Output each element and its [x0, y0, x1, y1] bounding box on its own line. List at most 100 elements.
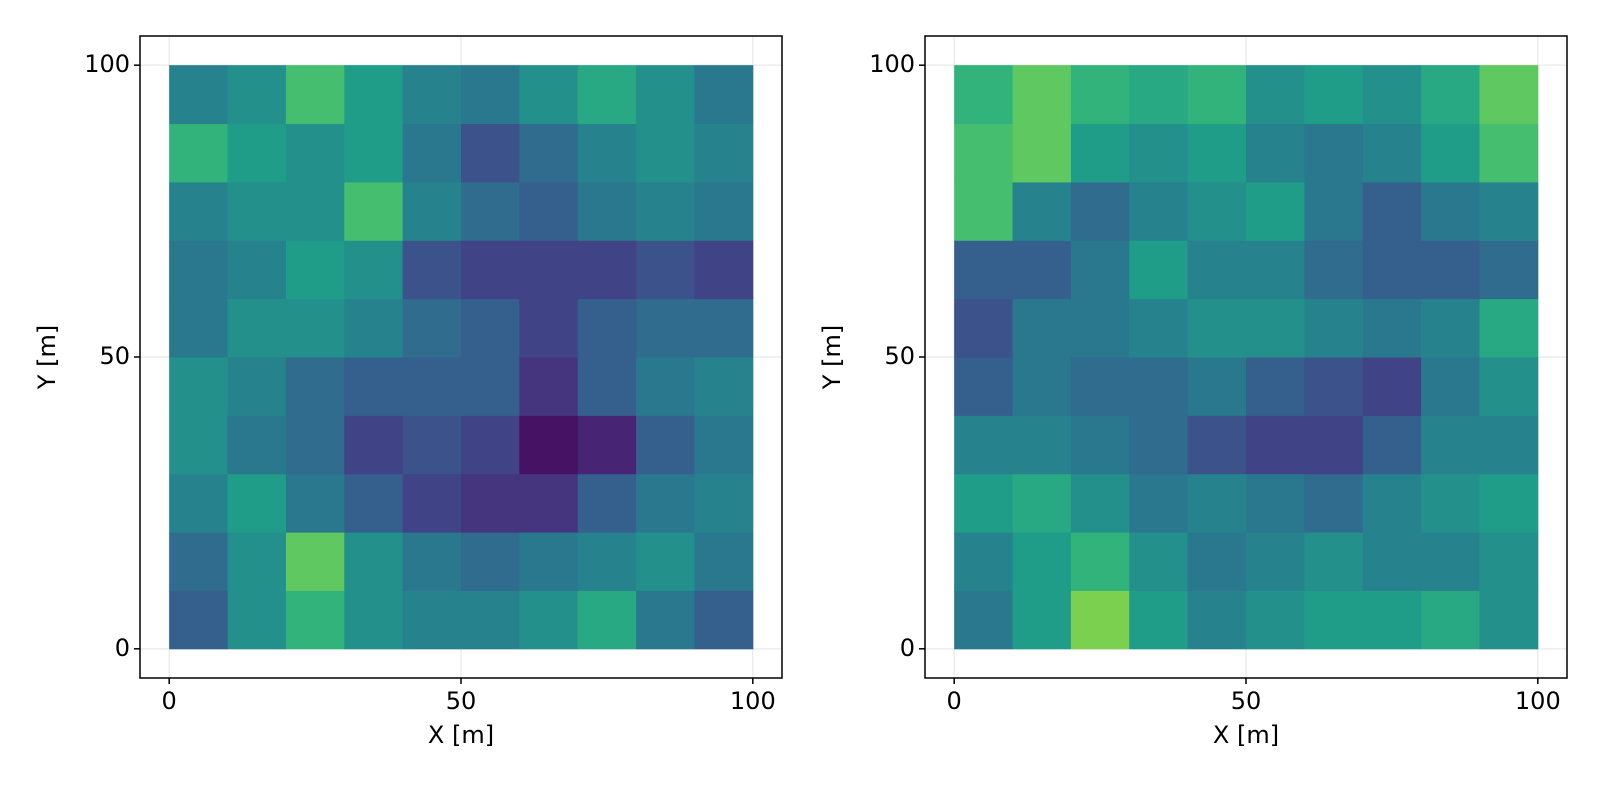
heatmap-cell — [1421, 298, 1480, 358]
heatmap-cell — [1362, 240, 1422, 300]
heatmap-cell — [1362, 181, 1422, 241]
heatmap-cell — [694, 181, 754, 241]
heatmap-cell — [1070, 590, 1130, 650]
y-tick-label: 50 — [99, 342, 130, 370]
heatmap-cell — [1421, 590, 1480, 650]
heatmap-cell — [227, 298, 287, 358]
heatmap-cell — [1070, 240, 1130, 300]
heatmap-cell — [694, 357, 754, 416]
heatmap-cell — [1421, 415, 1480, 475]
heatmap-cell — [344, 357, 404, 416]
heatmap-cell — [1421, 473, 1480, 533]
heatmap-cell — [1187, 357, 1247, 416]
heatmap-cell — [285, 298, 345, 358]
heatmap-cell — [461, 181, 520, 241]
heatmap-cell — [1421, 123, 1480, 183]
heatmap-cell — [1362, 298, 1422, 358]
heatmap-cell — [227, 357, 287, 416]
heatmap-cell — [285, 415, 345, 475]
heatmap-cell — [1362, 415, 1422, 475]
heatmap-cell — [1304, 65, 1364, 125]
heatmap-cell — [1187, 532, 1247, 591]
heatmap-cell — [694, 473, 754, 533]
heatmap-cell — [169, 298, 229, 358]
heatmap-cell — [1304, 415, 1364, 475]
heatmap-cell — [1246, 473, 1305, 533]
heatmap-cell — [1246, 590, 1305, 650]
heatmap-cell — [1012, 415, 1072, 475]
heatmap-cell — [1362, 65, 1422, 125]
x-tick-label: 0 — [162, 687, 177, 715]
heatmap-cell — [1479, 123, 1539, 183]
heatmap-cell — [169, 181, 229, 241]
heatmap-cell — [1129, 532, 1189, 591]
heatmap-cell — [344, 181, 404, 241]
heatmap-cell — [694, 532, 754, 591]
heatmap-cell — [344, 532, 404, 591]
heatmap-cell — [169, 65, 229, 125]
heatmap-cell — [461, 240, 520, 300]
heatmap-cell — [1129, 415, 1189, 475]
heatmap-cell — [227, 590, 287, 650]
heatmap-cell — [1129, 298, 1189, 358]
heatmap-cell — [636, 473, 695, 533]
heatmap-cell — [227, 65, 287, 125]
heatmap-cell — [227, 473, 287, 533]
heatmap-cell — [1362, 590, 1422, 650]
y-tick-label: 100 — [84, 50, 130, 78]
heatmap-cell — [1304, 123, 1364, 183]
heatmap-cell — [577, 357, 637, 416]
x-tick-label: 100 — [1515, 687, 1561, 715]
heatmap-cell — [636, 65, 695, 125]
heatmap-cell — [519, 240, 579, 300]
heatmap-cell — [1421, 532, 1480, 591]
heatmap-cell — [402, 240, 462, 300]
heatmap-cell — [402, 473, 462, 533]
heatmap-cell — [519, 415, 579, 475]
x-axis-label: X [m] — [1213, 721, 1279, 749]
heatmap-cell — [285, 532, 345, 591]
heatmap-cell — [1246, 298, 1305, 358]
heatmap-cell — [1012, 357, 1072, 416]
heatmap-cell — [285, 240, 345, 300]
heatmap-cell — [694, 298, 754, 358]
heatmap-cell — [1362, 473, 1422, 533]
heatmap-cell — [1012, 65, 1072, 125]
heatmap-cell — [1129, 181, 1189, 241]
heatmap-cell — [1187, 65, 1247, 125]
heatmap-cell — [1070, 65, 1130, 125]
heatmap-cell — [1304, 240, 1364, 300]
heatmap-cell — [169, 532, 229, 591]
heatmap-cell — [344, 123, 404, 183]
heatmap-cell — [1304, 357, 1364, 416]
y-tick-label: 0 — [115, 634, 130, 662]
heatmap-cell — [1187, 590, 1247, 650]
heatmap-cell — [1246, 357, 1305, 416]
heatmap-cell — [1479, 357, 1539, 416]
heatmap-cell — [577, 123, 637, 183]
heatmap-cell — [227, 240, 287, 300]
heatmap-cell — [1129, 357, 1189, 416]
heatmap-cell — [519, 298, 579, 358]
heatmap-cell — [1246, 240, 1305, 300]
heatmap-cell — [402, 532, 462, 591]
heatmap-cell — [461, 65, 520, 125]
heatmap-cell — [1012, 298, 1072, 358]
heatmap-cell — [1187, 240, 1247, 300]
heatmap-cell — [1304, 532, 1364, 591]
heatmap-cell — [519, 65, 579, 125]
heatmap-cell — [1246, 181, 1305, 241]
heatmap-cell — [1421, 65, 1480, 125]
heatmap-cell — [519, 357, 579, 416]
heatmap-cell — [227, 123, 287, 183]
heatmap-cell — [344, 65, 404, 125]
heatmap-cell — [1129, 65, 1189, 125]
heatmap-cell — [1187, 181, 1247, 241]
heatmap-cell — [285, 123, 345, 183]
heatmap-cell — [169, 357, 229, 416]
heatmap-cell — [1479, 298, 1539, 358]
heatmap-cell — [344, 240, 404, 300]
heatmap-cell — [1421, 357, 1480, 416]
x-tick-label: 0 — [947, 687, 962, 715]
